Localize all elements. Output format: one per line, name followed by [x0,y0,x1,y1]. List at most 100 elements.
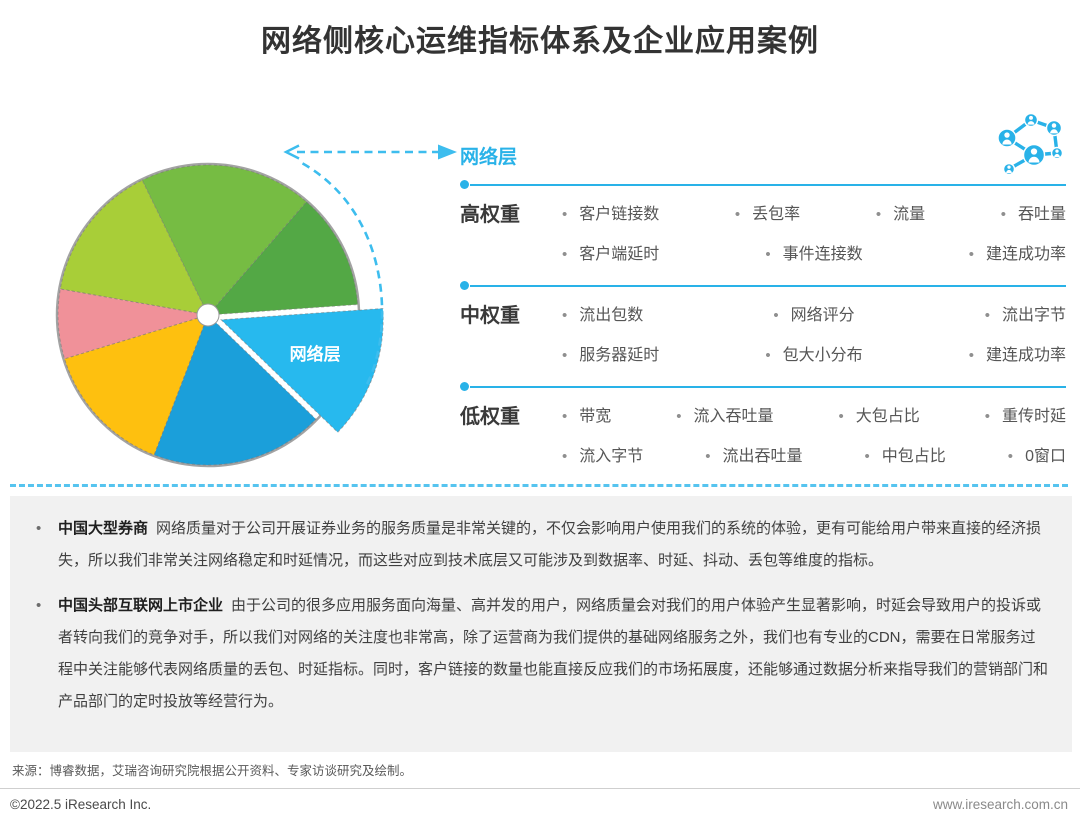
bullet-icon: • [984,307,990,324]
metric-item: • 建连成功率 [969,344,1066,368]
network-node-person-icon [1050,146,1064,160]
pie-slice [153,314,317,466]
metric-row: • 带宽 • 流入吞吐量 • 大包占比 • 重传时延 [562,405,1066,429]
bullet-icon: • [1000,206,1006,223]
metric-item: • 包大小分布 [765,344,862,368]
panel-header: 网络层 [460,112,1066,176]
network-people-icon [997,112,1064,176]
footer-divider [0,788,1080,789]
bullet-icon: • [562,307,568,324]
bullet-icon: • [562,206,568,223]
panel-title: 网络层 [460,147,518,168]
metric-text: 流量 [893,206,926,223]
footer-copyright: ©2022.5 iResearch Inc. [10,797,152,812]
metric-item: • 大包占比 [838,405,919,429]
weight-section-high: 高权重 • 客户链接数 • 丢包率 • 流量 • 吞吐量 • 客户端延时 • 事件连接数 •… [460,199,1066,281]
metric-item: • 流出包数 [562,304,643,328]
metric-text: 中包占比 [881,448,946,465]
metric-text: 建连成功率 [985,347,1066,364]
pie-slice [141,164,308,316]
dashed-separator [10,484,1068,487]
metric-item: • 流入字节 [562,445,643,469]
metric-item: • 流出吞吐量 [705,445,802,469]
source-note: 来源：博睿数据，艾瑞咨询研究院根据公开资料、专家访谈研究及绘制。 [12,764,413,778]
bullet-icon: • [864,448,870,465]
case-item: • 中国大型券商 网络质量对于公司开展证券业务的服务质量是非常关键的，不仅会影响用户… [36,513,1048,577]
metric-rows: • 客户链接数 • 丢包率 • 流量 • 吞吐量 • 客户端延时 • 事件连接数 • 建连成功… [562,203,1066,267]
bullet-icon: • [36,597,42,614]
divider-mid2 [460,382,1066,391]
bullet-icon: • [36,520,42,537]
metric-item: • 网络评分 [773,304,854,328]
bullet-icon: • [773,307,779,324]
bullet-icon: • [562,347,568,364]
metric-text: 事件连接数 [782,246,863,263]
metric-item: • 吞吐量 [1001,203,1066,227]
pie-outer-ring [55,162,361,468]
metric-text: 包大小分布 [782,347,863,364]
network-node-person-icon [1023,112,1039,128]
bullet-icon: • [676,408,682,425]
metric-text: 流入字节 [579,448,644,465]
metric-item: • 客户链接数 [562,203,659,227]
bullet-icon: • [838,408,844,425]
metric-item: • 建连成功率 [969,243,1066,267]
divider-top [460,180,1066,189]
metric-text: 0窗口 [1025,448,1066,465]
bullet-icon: • [562,246,568,263]
pie-slice [59,179,209,316]
metric-text: 丢包率 [752,206,801,223]
arrowhead-right-icon [438,144,457,160]
divider-line [470,284,1066,287]
bullet-icon: • [734,206,741,223]
divider-dot-icon [460,382,469,391]
metric-row: • 服务器延时 • 包大小分布 • 建连成功率 [562,344,1066,368]
metric-item: • 重传时延 [985,405,1066,429]
weight-section-mid: 中权重 • 流出包数 • 网络评分 • 流出字节 • 服务器延时 • 包大小分布 • 建连成… [460,300,1066,382]
bullet-icon: • [705,448,711,465]
bullet-icon: • [968,246,974,263]
metric-item: • 流量 [876,203,925,227]
page-title: 网络侧核心运维指标体系及企业应用案例 [261,25,819,58]
metric-row: • 客户端延时 • 事件连接数 • 建连成功率 [562,243,1066,267]
network-layer-panel: 网络层 高权重 • 客户链接数 • 丢包率 • 流量 • 吞吐量 • 客户端延时 • 事件连… [460,112,1066,483]
pie-slice-label: 网络层 [290,344,341,364]
case-study-box: • 中国大型券商 网络质量对于公司开展证券业务的服务质量是非常关键的，不仅会影响用户… [10,496,1072,752]
bullet-icon: • [1007,448,1014,465]
metric-text: 重传时延 [1001,408,1066,425]
metric-text: 流入吞吐量 [693,408,774,425]
metric-text: 客户端延时 [579,246,660,263]
case-text: 网络质量对于公司开展证券业务的服务质量是非常关键的，不仅会影响用户使用我们的系统… [58,520,1042,569]
metric-item: • 流出字节 [985,304,1066,328]
network-node-person-icon [997,128,1017,148]
metric-text: 建连成功率 [985,246,1066,263]
metric-rows: • 带宽 • 流入吞吐量 • 大包占比 • 重传时延 • 流入字节 • 流出吞吐量 • 中包占… [562,405,1066,469]
metric-text: 服务器延时 [579,347,660,364]
divider-line [470,385,1066,388]
weight-label-mid: 中权重 [460,305,520,327]
metric-item: • 流入吞吐量 [676,405,773,429]
metric-item: • 服务器延时 [562,344,659,368]
metric-text: 流出吞吐量 [722,448,803,465]
weight-label-high: 高权重 [460,204,520,226]
bullet-icon: • [562,408,568,425]
network-node-person-icon [1045,119,1063,137]
pie-slice [63,314,209,456]
case-item: • 中国头部互联网上市企业 由于公司的很多应用服务面向海量、高并发的用户，网络质量会… [36,590,1048,718]
pie-slices [57,164,359,466]
metric-text: 大包占比 [855,408,920,425]
metric-row: • 客户链接数 • 丢包率 • 流量 • 吞吐量 [562,203,1066,227]
divider-line [470,183,1066,186]
footer-url: www.iresearch.com.cn [932,797,1068,812]
pie-exploded-slice: 网络层 [220,307,384,434]
divider-mid1 [460,281,1066,290]
metric-text: 带宽 [579,408,612,425]
network-node-person-icon [1002,162,1016,176]
bullet-icon: • [765,347,771,364]
metric-item: • 中包占比 [865,445,946,469]
pie-slice [57,288,209,360]
metric-text: 网络评分 [790,307,855,324]
pie-center-hole [196,303,220,327]
metric-rows: • 流出包数 • 网络评分 • 流出字节 • 服务器延时 • 包大小分布 • 建连成功率 [562,304,1066,368]
